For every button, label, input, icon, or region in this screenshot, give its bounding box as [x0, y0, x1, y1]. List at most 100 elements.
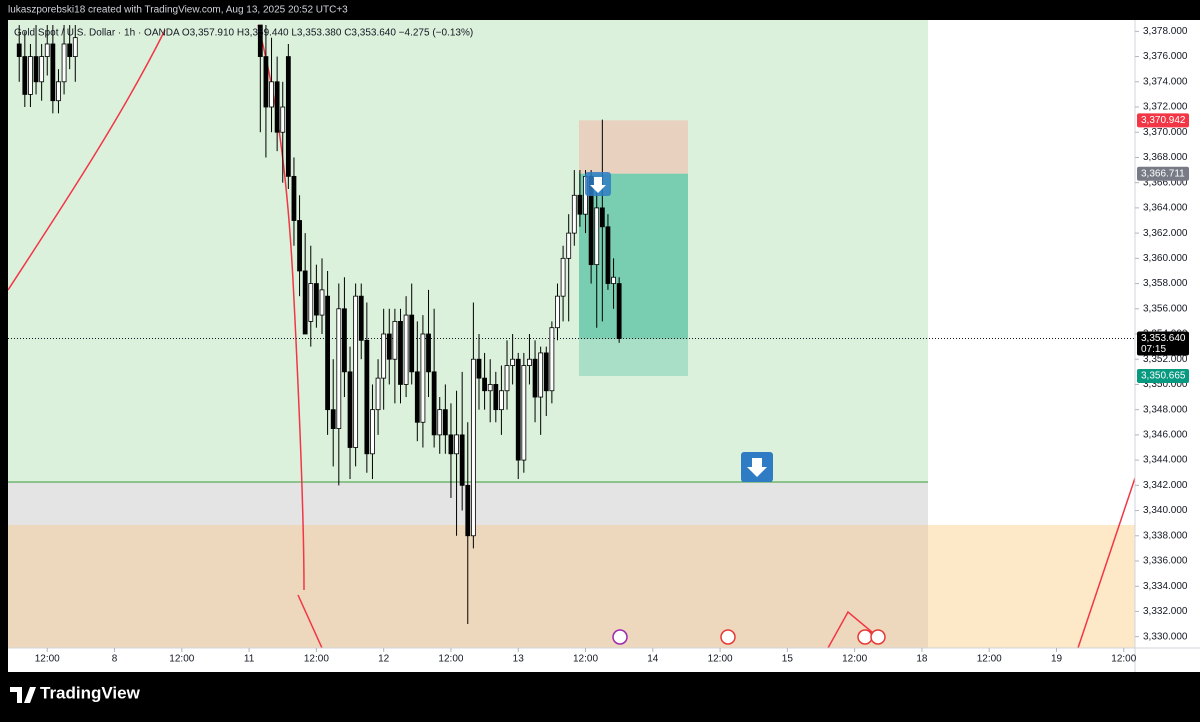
- candle-body: [67, 43, 73, 57]
- candle-body: [28, 56, 33, 95]
- candle-body: [308, 283, 314, 322]
- y-tick-label: 3,374.000: [1143, 76, 1188, 87]
- candle-body: [414, 371, 420, 423]
- candle-body: [527, 358, 532, 366]
- y-tick-label: 3,372.000: [1143, 102, 1188, 113]
- x-tick-label: 12:00: [977, 654, 1002, 665]
- candle-body: [381, 333, 387, 379]
- candle-body: [358, 295, 364, 341]
- candle-body: [521, 365, 527, 461]
- candle-body: [611, 276, 616, 284]
- y-tick-label: 3,344.000: [1143, 455, 1188, 466]
- price-tag: [1137, 166, 1189, 181]
- candle-body: [571, 194, 577, 234]
- y-tick-label: 3,364.000: [1143, 203, 1188, 214]
- candle-body: [16, 43, 22, 57]
- candle-body: [274, 81, 280, 133]
- candle-body: [454, 434, 459, 455]
- candle-body: [605, 226, 611, 284]
- x-tick-label: 12:00: [35, 654, 60, 665]
- y-tick-label: 3,348.000: [1143, 404, 1188, 415]
- candle-body: [347, 371, 353, 448]
- candle-body: [431, 371, 437, 436]
- y-tick-label: 3,360.000: [1143, 253, 1188, 264]
- x-tick-label: 19: [1051, 654, 1063, 665]
- event-icon[interactable]: [870, 629, 886, 645]
- event-icon[interactable]: [857, 629, 873, 645]
- y-tick-label: 3,362.000: [1143, 228, 1188, 239]
- candle-body: [426, 333, 431, 373]
- candle-body: [560, 257, 566, 297]
- candle-body: [465, 484, 471, 537]
- candle-body: [577, 194, 583, 215]
- candle-body: [22, 56, 28, 95]
- candle-body: [325, 295, 330, 411]
- y-tick-label: 3,338.000: [1143, 530, 1188, 541]
- price-tag-countdown: 07:15: [1141, 344, 1166, 355]
- indicator-curve: [1077, 477, 1135, 648]
- candle-body: [302, 270, 308, 335]
- candle-body: [61, 43, 67, 83]
- y-tick-label: 3,330.000: [1143, 631, 1188, 642]
- candle-body: [353, 295, 359, 448]
- y-tick-label: 3,346.000: [1143, 430, 1188, 441]
- y-tick-label: 3,358.000: [1143, 278, 1188, 289]
- candle-body: [56, 81, 61, 102]
- x-tick-label: 12:00: [573, 654, 598, 665]
- candle-body: [285, 56, 291, 177]
- price-tag-label: 3,370.942: [1141, 115, 1186, 126]
- candle-body: [409, 314, 415, 373]
- candle-body: [403, 314, 409, 385]
- x-tick-label: 12:00: [1111, 654, 1136, 665]
- brand: TradingView: [40, 683, 141, 702]
- indicator-curve: [297, 594, 323, 648]
- candle-body: [515, 358, 521, 461]
- candle-body: [448, 434, 454, 455]
- y-tick-label: 3,342.000: [1143, 480, 1188, 491]
- price-tag: [1137, 113, 1189, 128]
- x-tick-label: 12:00: [708, 654, 733, 665]
- y-tick-label: 3,376.000: [1143, 51, 1188, 62]
- indicator-curve: [8, 29, 166, 291]
- x-tick-label: 12: [378, 654, 390, 665]
- price-tag-label: 3,366.711: [1141, 168, 1185, 179]
- candle-body: [594, 207, 600, 266]
- candle-body: [616, 283, 622, 339]
- candle-body: [493, 384, 499, 411]
- candle-body: [257, 24, 263, 57]
- credit: lukaszporebski18 created with TradingVie…: [8, 5, 348, 16]
- candle-body: [72, 37, 78, 57]
- y-tick-label: 3,340.000: [1143, 505, 1188, 516]
- y-tick-label: 3,366.000: [1143, 177, 1188, 188]
- logo-mark: [10, 687, 36, 703]
- candle-body: [549, 327, 555, 392]
- price-tag-label: 3,353.640: [1141, 333, 1186, 344]
- candle-body: [476, 358, 482, 379]
- x-tick-label: 12:00: [438, 654, 463, 665]
- candle-body: [336, 308, 342, 429]
- y-tick-label: 3,378.000: [1143, 26, 1188, 37]
- candle-body: [370, 409, 375, 455]
- x-tick-label: 11: [244, 654, 255, 665]
- price-tag: [1137, 331, 1189, 356]
- x-tick-label: 13: [513, 654, 525, 665]
- candle-body: [459, 434, 465, 486]
- event-icon[interactable]: [720, 629, 736, 645]
- candle-body: [364, 339, 370, 455]
- candle-body: [482, 377, 487, 392]
- candle-body: [532, 358, 538, 398]
- event-icon[interactable]: [612, 629, 628, 645]
- candle-body: [291, 175, 297, 221]
- candle-body: [442, 409, 448, 436]
- candle-body: [499, 390, 504, 411]
- y-tick-label: 3,332.000: [1143, 606, 1188, 617]
- candle-body: [437, 409, 443, 436]
- candle-body: [269, 81, 274, 108]
- candle-body: [263, 56, 269, 108]
- candle-body: [487, 384, 493, 392]
- candle-body: [543, 352, 549, 392]
- candle-body: [50, 43, 56, 102]
- y-tick-label: 3,336.000: [1143, 556, 1188, 567]
- candle-body: [392, 320, 398, 360]
- green-zone: [8, 20, 928, 482]
